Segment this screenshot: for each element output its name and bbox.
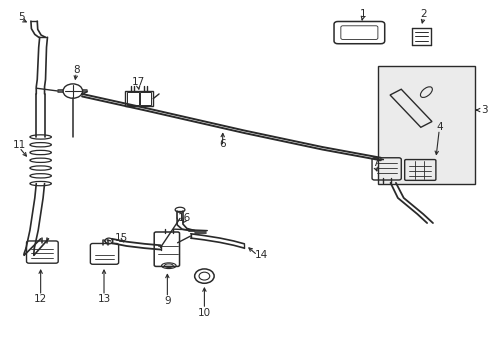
Text: 13: 13 [97, 294, 110, 304]
Text: 6: 6 [219, 139, 225, 149]
Text: 14: 14 [254, 250, 267, 260]
Bar [125, 91, 153, 107]
Text: 9: 9 [163, 296, 170, 306]
Text: 8: 8 [73, 64, 80, 75]
Bar [127, 92, 138, 105]
Text: 12: 12 [34, 294, 47, 304]
Text: 7: 7 [371, 158, 378, 168]
Text: 1: 1 [359, 9, 366, 19]
Text: 2: 2 [420, 9, 426, 19]
Ellipse shape [63, 84, 82, 98]
Text: 16: 16 [178, 213, 191, 222]
Text: 10: 10 [198, 308, 210, 318]
Text: 5: 5 [18, 12, 24, 22]
Text: 17: 17 [131, 77, 144, 87]
Text: 3: 3 [480, 105, 487, 115]
Text: 15: 15 [115, 233, 128, 243]
Bar [378, 66, 474, 184]
Text: 4: 4 [435, 122, 442, 132]
Bar [139, 92, 151, 105]
Text: 11: 11 [13, 140, 26, 150]
